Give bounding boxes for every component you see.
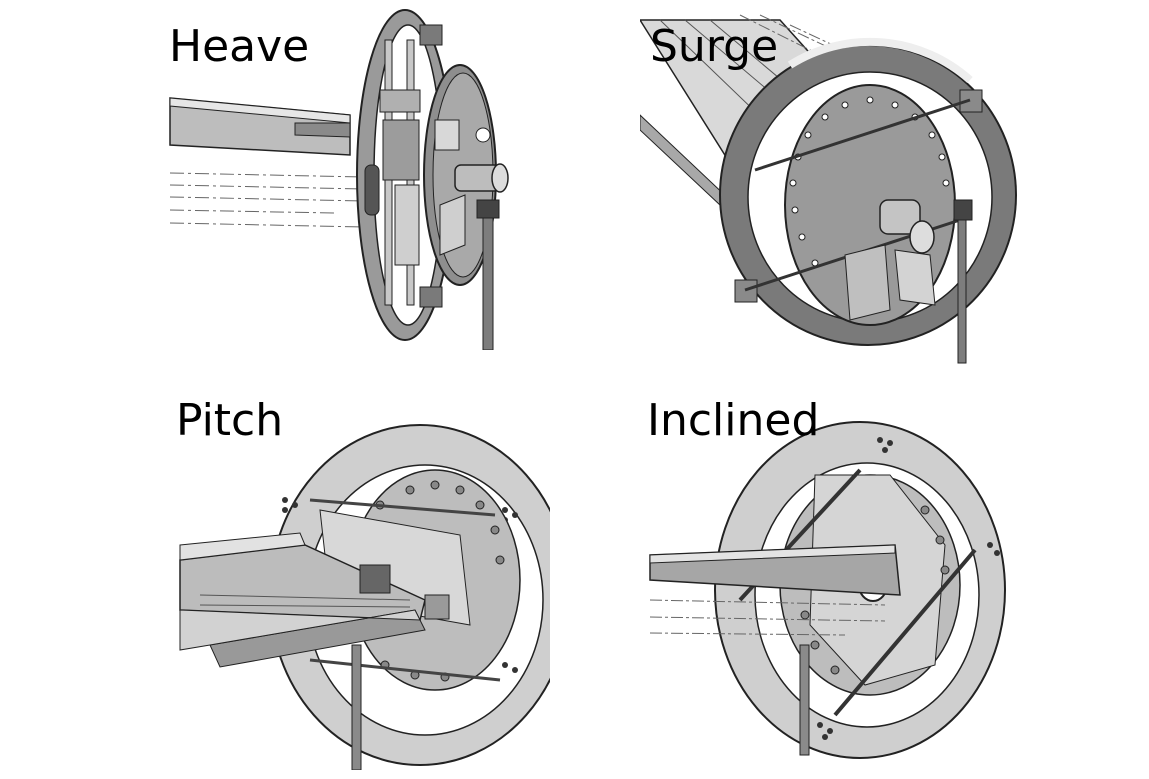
horizontal-beam xyxy=(649,544,901,636)
panel-heave: Heave xyxy=(165,5,545,350)
surge-mechanism-drawing xyxy=(640,14,1017,364)
support-post xyxy=(799,644,810,756)
bracket xyxy=(844,244,936,321)
support-post xyxy=(351,644,362,770)
tilted-channel xyxy=(179,532,426,668)
support-post xyxy=(953,199,973,364)
ghost-beam xyxy=(169,172,366,228)
panel-pitch: Pitch xyxy=(170,395,550,770)
panel-label-heave: Heave xyxy=(169,21,310,72)
panel-label-surge: Surge xyxy=(650,21,779,72)
panel-label-pitch: Pitch xyxy=(176,395,284,446)
carriage xyxy=(364,89,421,266)
rods xyxy=(309,498,501,682)
panel-label-inclined: Inclined xyxy=(647,395,820,446)
channel-beam xyxy=(169,97,351,156)
support-post xyxy=(476,199,500,350)
shaft xyxy=(879,199,935,254)
center-bracket xyxy=(359,564,450,620)
shaft xyxy=(454,127,509,193)
panel-inclined: Inclined xyxy=(645,395,1015,770)
heave-mechanism-drawing xyxy=(169,9,509,350)
panel-surge: Surge xyxy=(640,5,1020,365)
inclined-mechanism-drawing xyxy=(649,421,1006,759)
pitch-mechanism-drawing xyxy=(179,424,550,770)
